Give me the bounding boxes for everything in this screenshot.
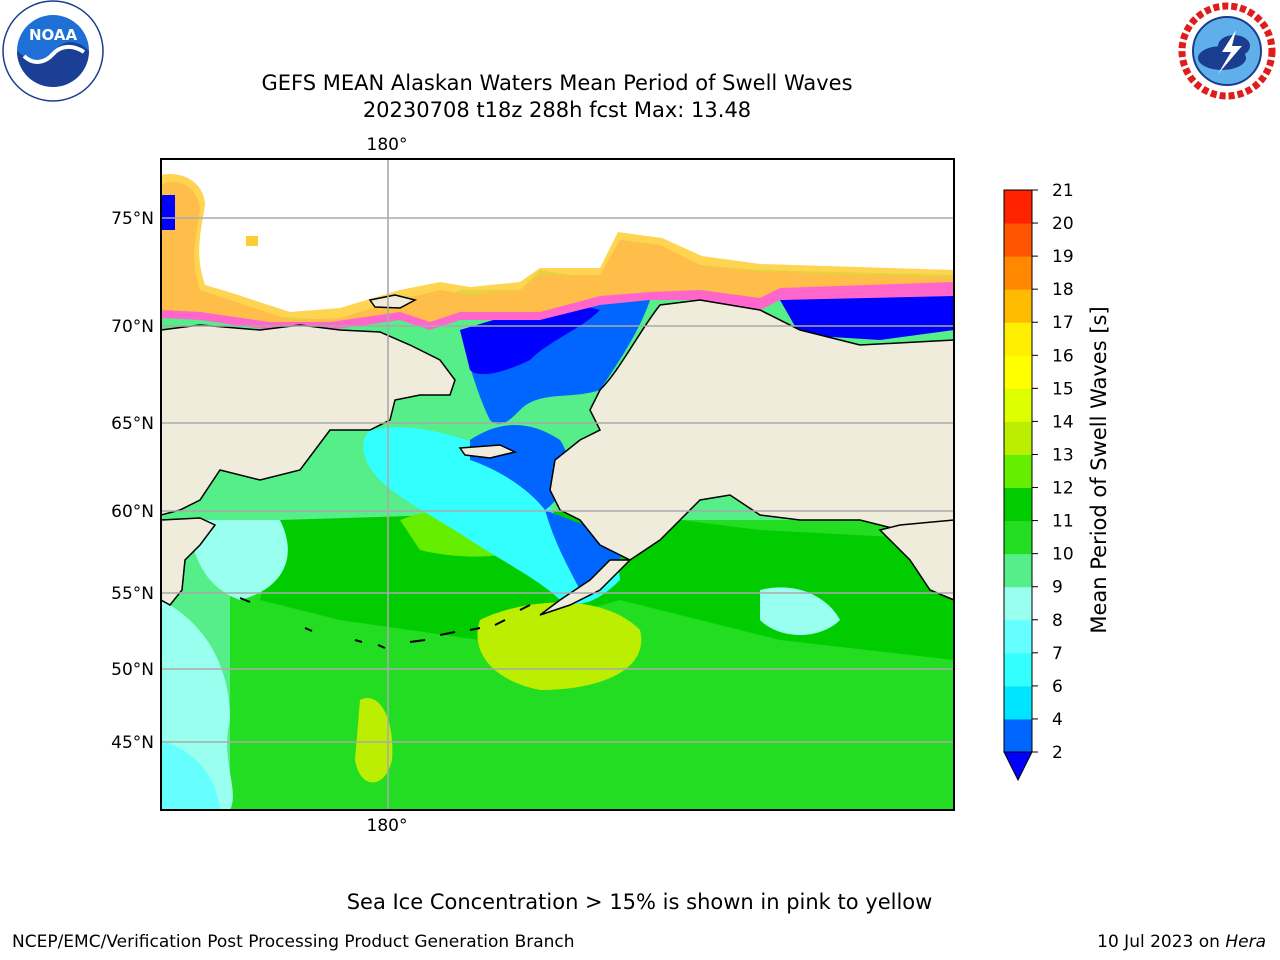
colorbar-segment (1004, 256, 1032, 290)
lat-label: 65°N (111, 414, 154, 434)
lat-label: 50°N (111, 660, 154, 680)
swell-8-9-region (190, 520, 288, 600)
colorbar-tick-label: 13 (1052, 445, 1074, 465)
lat-label: 55°N (111, 584, 154, 604)
colorbar-tick-label: 17 (1052, 313, 1074, 333)
swell-under-2-region (161, 195, 175, 230)
lat-labels: 75°N 70°N 65°N 60°N 55°N 50°N 45°N (111, 209, 154, 753)
colorbar-segment (1004, 586, 1032, 621)
colorbar-tick-label: 12 (1052, 479, 1074, 499)
footer-machine: Hera (1225, 932, 1266, 952)
footer-date: 10 Jul 2023 on Hera (1097, 932, 1266, 952)
colorbar-tick-label: 15 (1052, 379, 1074, 399)
footer-date-text: 10 Jul 2023 on (1097, 932, 1226, 952)
colorbar-tick-label: 19 (1052, 247, 1074, 267)
colorbar-segment (1004, 553, 1032, 588)
sea-ice-note: Sea Ice Concentration > 15% is shown in … (346, 890, 933, 914)
swell-8-9-region (760, 587, 840, 635)
colorbar-tick-label: 8 (1052, 611, 1063, 631)
map-area (161, 159, 954, 810)
colorbar-tick-label: 7 (1052, 644, 1063, 664)
colorbar: 2 4 6 7 8 9 10 11 12 13 14 15 16 17 18 19 20 21 (1003, 181, 1074, 782)
swell-7-8-region (161, 740, 220, 810)
colorbar-segment (1004, 421, 1032, 455)
sea-ice-yellow (161, 174, 954, 322)
colorbar-segment (1004, 190, 1032, 224)
land-siberia (161, 324, 456, 516)
colorbar-segment (1004, 454, 1032, 489)
colorbar-segment (1004, 388, 1032, 422)
lon-label-bottom: 180° (367, 816, 408, 836)
land-wrangel-island (368, 294, 418, 309)
plot-subtitle: 20230708 t18z 288h fcst Max: 13.48 (362, 98, 752, 122)
colorbar-segment (1004, 487, 1032, 522)
colorbar-segment (1004, 685, 1032, 720)
colorbar-title: Mean Period of Swell Waves [s] (1087, 306, 1111, 633)
colorbar-tick-label: 21 (1052, 181, 1074, 201)
aleutian-islands (239, 597, 531, 649)
lat-label: 60°N (111, 502, 154, 522)
colorbar-tick-label: 20 (1052, 214, 1074, 234)
colorbar-segment (1004, 619, 1032, 654)
swell-6-7-region (363, 427, 620, 604)
colorbar-segment (1004, 289, 1032, 323)
land-kamchatka (161, 517, 217, 606)
colorbar-tick-label: 9 (1052, 578, 1063, 598)
lon-label-top: 180° (367, 135, 408, 155)
noaa-logo-icon: NOAA (2, 0, 104, 102)
footer-credit: NCEP/EMC/Verification Post Processing Pr… (12, 932, 575, 952)
nws-logo-icon (1177, 1, 1277, 101)
colorbar-tick-label: 11 (1052, 512, 1074, 532)
no-data-region (161, 159, 954, 320)
colorbar-segment (1004, 355, 1032, 389)
colorbar-tick-label: 16 (1052, 346, 1074, 366)
colorbar-tick-label: 10 (1052, 545, 1074, 565)
colorbar-tick-label: 2 (1052, 743, 1063, 763)
gridlines (161, 159, 954, 810)
plot-title: GEFS MEAN Alaskan Waters Mean Period of … (261, 71, 853, 95)
land-alaska-panhandle (878, 519, 954, 601)
swell-12-13-region (355, 698, 393, 783)
lat-label: 70°N (111, 317, 154, 337)
colorbar-tick-label: 4 (1052, 710, 1063, 730)
colorbar-segment (1004, 652, 1032, 687)
sea-ice-yellow (246, 236, 258, 246)
land-st-lawrence-island (458, 444, 518, 459)
colorbar-tick-label: 6 (1052, 677, 1063, 697)
colorbar-segment (1004, 520, 1032, 555)
colorbar-frame (1003, 189, 1033, 753)
colorbar-segment (1004, 322, 1032, 356)
lat-label: 75°N (111, 209, 154, 229)
swell-under-2-region (780, 290, 954, 340)
lat-label: 45°N (111, 733, 154, 753)
map-frame (160, 158, 955, 811)
colorbar-under-arrow (1003, 751, 1033, 782)
colorbar-tick-label: 14 (1052, 412, 1074, 432)
swell-under-2-region (460, 300, 600, 375)
swell-12-13-region (477, 602, 642, 690)
colorbar-segment (1004, 223, 1032, 257)
svg-text:NOAA: NOAA (29, 26, 78, 44)
colorbar-segment (1004, 718, 1032, 753)
colorbar-tick-label: 18 (1052, 280, 1074, 300)
